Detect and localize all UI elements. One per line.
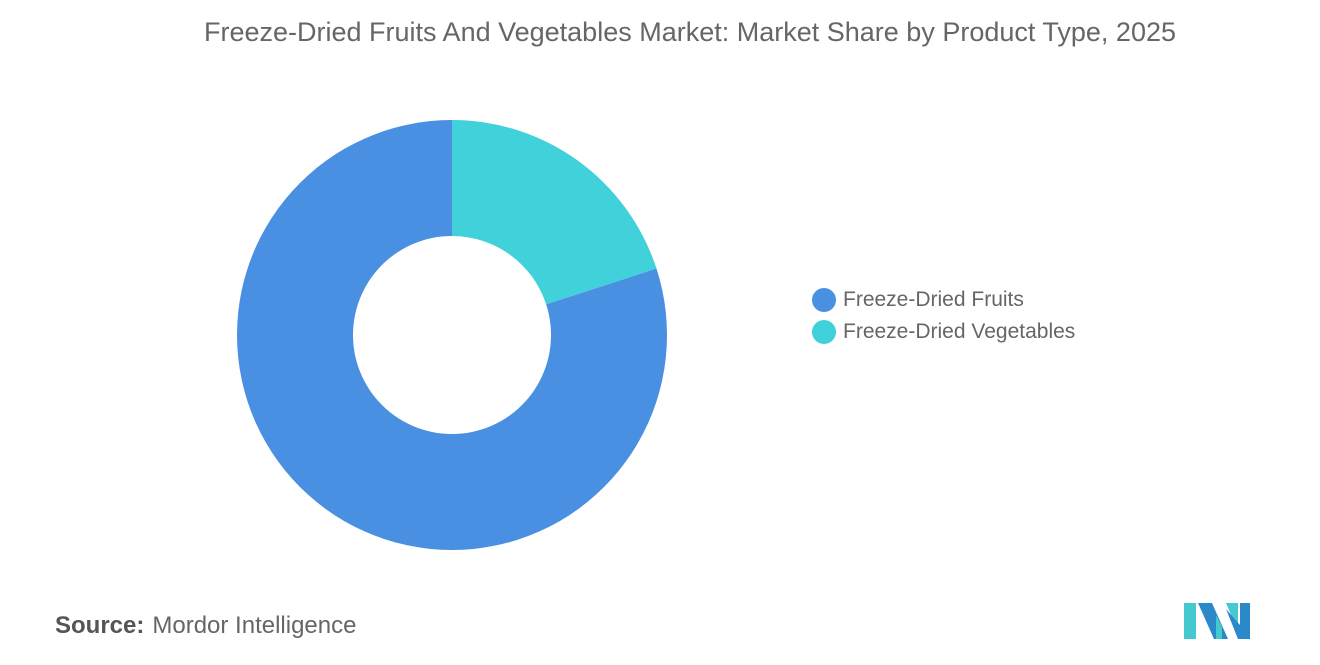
legend-swatch-fruits bbox=[812, 288, 836, 312]
legend: Freeze-Dried Fruits Freeze-Dried Vegetab… bbox=[812, 284, 1075, 348]
donut-slice-vegetables bbox=[452, 120, 657, 305]
legend-label-vegetables: Freeze-Dried Vegetables bbox=[843, 320, 1076, 343]
chart-title: Freeze-Dried Fruits And Vegetables Marke… bbox=[204, 17, 1176, 47]
donut-slice-fruits bbox=[237, 120, 668, 550]
legend-item-fruits: Freeze-Dried Fruits bbox=[812, 284, 1075, 316]
source-label: Source: bbox=[55, 612, 145, 639]
mordor-intelligence-logo bbox=[1184, 603, 1250, 639]
legend-item-vegetables: Freeze-Dried Vegetables bbox=[812, 316, 1075, 348]
source-note: Source: Mordor Intelligence bbox=[55, 612, 356, 640]
legend-label-fruits: Freeze-Dried Fruits bbox=[843, 288, 1024, 311]
source-value: Mordor Intelligence bbox=[152, 612, 357, 639]
legend-swatch-vegetables bbox=[812, 320, 836, 344]
